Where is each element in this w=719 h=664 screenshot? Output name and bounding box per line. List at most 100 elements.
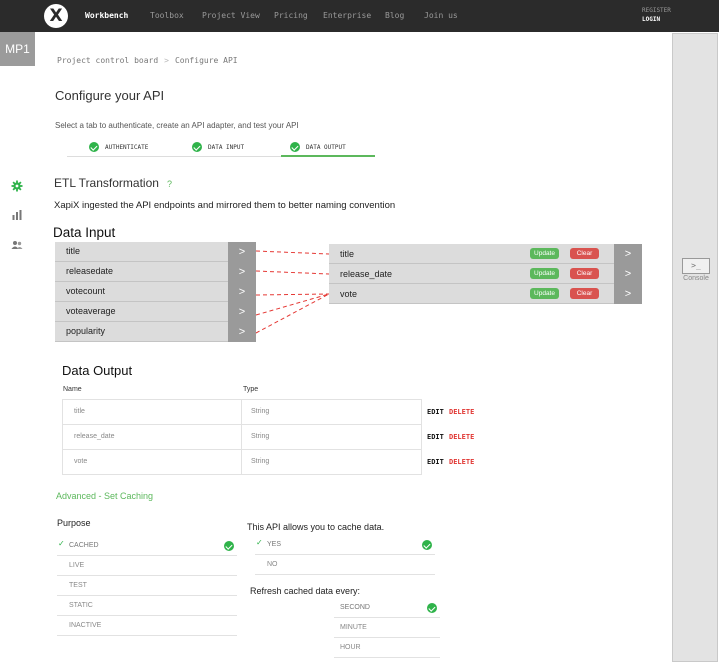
table-row: title String EDIT DELETE xyxy=(62,400,474,425)
option-label: YES xyxy=(267,541,282,548)
option-label: LIVE xyxy=(69,562,85,569)
project-badge[interactable]: MP1 xyxy=(0,32,35,66)
clear-button[interactable]: Clear xyxy=(570,268,599,279)
output-field-row[interactable]: release_date Update Clear > xyxy=(329,264,642,284)
chevron-down-icon: ✓ xyxy=(58,539,65,548)
output-field-row[interactable]: vote Update Clear > xyxy=(329,284,642,304)
nav-join-us[interactable]: Join us xyxy=(424,11,458,20)
check-icon xyxy=(427,603,437,613)
xapix-logo[interactable]: X xyxy=(44,4,68,28)
purpose-option-live[interactable]: LIVE xyxy=(57,556,237,576)
purpose-option-static[interactable]: STATIC xyxy=(57,596,237,616)
delete-button[interactable]: DELETE xyxy=(449,433,475,441)
register-link[interactable]: REGISTER xyxy=(642,7,671,14)
field-type-cell[interactable]: String xyxy=(242,450,422,475)
help-icon[interactable]: ? xyxy=(166,179,172,189)
input-field-row[interactable]: voteaverage > xyxy=(55,302,256,322)
refresh-option-second[interactable]: SECOND xyxy=(334,598,440,618)
refresh-option-minute[interactable]: MINUTE xyxy=(334,618,440,638)
purpose-label: Purpose xyxy=(57,518,91,528)
input-field-name: voteaverage xyxy=(66,306,116,316)
field-name-cell[interactable]: vote xyxy=(62,450,242,475)
chevron-right-icon[interactable]: > xyxy=(228,242,256,262)
console-button[interactable]: >_ xyxy=(682,258,710,274)
gear-icon[interactable] xyxy=(11,180,23,192)
nav-blog[interactable]: Blog xyxy=(385,11,405,20)
column-header-name: Name xyxy=(63,386,82,393)
input-field-row[interactable]: releasedate > xyxy=(55,262,256,282)
field-name-cell[interactable]: release_date xyxy=(62,425,242,450)
option-label: SECOND xyxy=(340,604,370,611)
option-label: STATIC xyxy=(69,602,93,609)
breadcrumb-configure-api[interactable]: Configure API xyxy=(174,56,238,65)
field-type-cell[interactable]: String xyxy=(242,400,422,425)
delete-button[interactable]: DELETE xyxy=(449,458,475,466)
tab-data-input[interactable]: DATA INPUT xyxy=(192,142,244,152)
cache-option-yes[interactable]: ✓ YES xyxy=(255,535,435,555)
breadcrumb-project-control-board[interactable]: Project control board xyxy=(57,56,159,65)
input-field-row[interactable]: title > xyxy=(55,242,256,262)
purpose-option-inactive[interactable]: INACTIVE xyxy=(57,616,237,636)
cache-option-no[interactable]: NO xyxy=(255,555,435,575)
update-button[interactable]: Update xyxy=(530,288,559,299)
check-icon xyxy=(192,142,202,152)
option-label: CACHED xyxy=(69,542,99,549)
input-field-name: votecount xyxy=(66,286,106,296)
chevron-right-icon[interactable]: > xyxy=(228,262,256,282)
nav-enterprise[interactable]: Enterprise xyxy=(323,11,372,20)
option-label: HOUR xyxy=(340,644,361,651)
chevron-right-icon[interactable]: > xyxy=(614,244,642,264)
update-button[interactable]: Update xyxy=(530,268,559,279)
output-field-name: vote xyxy=(340,289,358,299)
check-icon xyxy=(89,142,99,152)
table-row: release_date String EDIT DELETE xyxy=(62,425,474,450)
chevron-right-icon[interactable]: > xyxy=(228,302,256,322)
chevron-right-icon[interactable]: > xyxy=(614,264,642,284)
input-field-row[interactable]: votecount > xyxy=(55,282,256,302)
tab-authenticate[interactable]: AUTHENTICATE xyxy=(89,142,148,152)
edit-button[interactable]: EDIT xyxy=(427,458,444,466)
delete-button[interactable]: DELETE xyxy=(449,408,475,416)
active-tab-indicator xyxy=(281,155,375,157)
etl-title: ETL Transformation xyxy=(54,176,159,190)
column-header-type: Type xyxy=(243,386,259,393)
nav-workbench[interactable]: Workbench xyxy=(85,11,129,20)
option-label: NO xyxy=(267,561,278,568)
field-name-cell[interactable]: title xyxy=(62,400,242,425)
edit-button[interactable]: EDIT xyxy=(427,408,444,416)
field-type-cell[interactable]: String xyxy=(242,425,422,450)
refresh-option-hour[interactable]: HOUR xyxy=(334,638,440,658)
purpose-option-test[interactable]: TEST xyxy=(57,576,237,596)
check-icon xyxy=(422,540,432,550)
option-label: MINUTE xyxy=(340,624,367,631)
advanced-caching-link[interactable]: Advanced - Set Caching xyxy=(56,491,154,501)
nav-project-view[interactable]: Project View xyxy=(202,11,260,20)
breadcrumb: Project control board > Configure API xyxy=(57,56,238,65)
chevron-right-icon[interactable]: > xyxy=(228,322,256,342)
chevron-down-icon: ✓ xyxy=(256,538,263,547)
tab-label: DATA OUTPUT xyxy=(306,143,346,151)
data-output-title: Data Output xyxy=(62,363,133,378)
login-link[interactable]: LOGIN xyxy=(642,16,661,23)
edit-button[interactable]: EDIT xyxy=(427,433,444,441)
input-field-name: popularity xyxy=(66,326,106,336)
purpose-option-cached[interactable]: ✓ CACHED xyxy=(57,536,237,556)
data-output-table: title String EDIT DELETE release_date String… xyxy=(62,399,474,475)
nav-toolbox[interactable]: Toolbox xyxy=(150,11,184,20)
option-label: INACTIVE xyxy=(69,622,102,629)
clear-button[interactable]: Clear xyxy=(570,288,599,299)
input-field-row[interactable]: popularity > xyxy=(55,322,256,342)
bar-chart-icon[interactable] xyxy=(11,209,23,221)
update-button[interactable]: Update xyxy=(530,248,559,259)
breadcrumb-separator: > xyxy=(164,56,169,65)
output-field-name: release_date xyxy=(340,269,393,279)
nav-pricing[interactable]: Pricing xyxy=(274,11,308,20)
chevron-right-icon[interactable]: > xyxy=(614,284,642,304)
output-field-row[interactable]: title Update Clear > xyxy=(329,244,642,264)
users-icon[interactable] xyxy=(11,239,23,251)
tab-label: AUTHENTICATE xyxy=(105,143,149,151)
chevron-right-icon[interactable]: > xyxy=(228,282,256,302)
clear-button[interactable]: Clear xyxy=(570,248,599,259)
config-tabs: AUTHENTICATE DATA INPUT DATA OUTPUT xyxy=(67,138,375,157)
tab-data-output[interactable]: DATA OUTPUT xyxy=(290,142,346,152)
